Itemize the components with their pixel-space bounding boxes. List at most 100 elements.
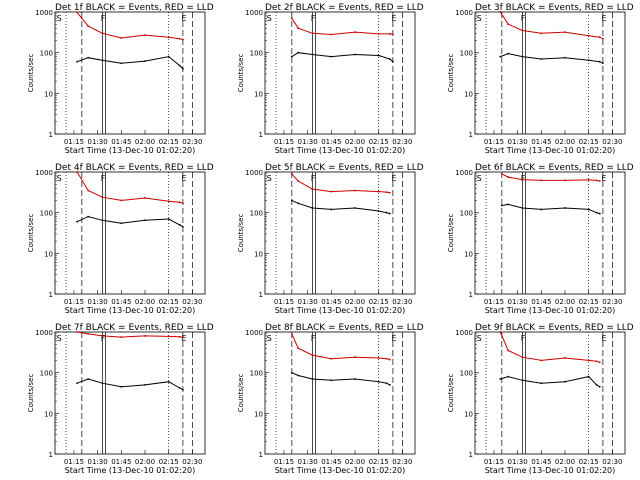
series-events-point <box>297 51 300 54</box>
chart-panel-4: Det 4f BLACK = Events, RED = LLD 1 10 100 10… <box>27 163 214 315</box>
series-lld-point <box>507 349 510 352</box>
series-events-point <box>499 55 502 58</box>
x-axis-label: Start Time (13-Dec-10 01:02:20) <box>485 306 616 315</box>
series-events-point <box>521 379 524 382</box>
y-tick-label: 1000 <box>245 169 263 177</box>
series-lld-point <box>500 172 503 175</box>
x-tick-label: 02:30 <box>392 298 412 306</box>
y-axis-label: Counts/sec <box>237 374 245 413</box>
series-events-point <box>595 211 598 214</box>
series-lld-point <box>311 354 314 357</box>
series-events-line <box>500 53 604 64</box>
series-lld-point <box>144 197 146 199</box>
series-lld-line <box>76 171 184 204</box>
series-lld-point <box>178 37 181 40</box>
series-lld-point <box>521 178 524 181</box>
x-tick-label: 01:30 <box>298 458 318 466</box>
y-tick-label: 1 <box>469 451 473 459</box>
y-tick-label: 10 <box>44 250 53 258</box>
x-tick-label: 02:00 <box>345 298 365 306</box>
chart-title: Det 2f BLACK = Events, RED = LLD <box>265 3 424 13</box>
x-tick-label: 01:15 <box>64 138 84 146</box>
series-lld-point <box>87 189 90 192</box>
series-lld-point <box>587 178 590 181</box>
series-events-point <box>167 218 170 220</box>
series-lld-line <box>499 11 604 40</box>
series-lld-point <box>167 36 170 39</box>
series-events-point <box>144 219 146 222</box>
chart-panel-1: Det 1f BLACK = Events, RED = LLD 1 10 100 10… <box>27 3 214 155</box>
y-tick-label: 100 <box>40 370 53 378</box>
series-lld-point <box>385 191 388 194</box>
series-lld-point <box>507 23 510 26</box>
marker-S: S <box>57 174 62 183</box>
x-tick-label: 02:00 <box>345 458 365 466</box>
series-events-point <box>290 55 293 58</box>
marker-F: F <box>521 334 526 343</box>
series-events-point <box>330 379 333 382</box>
y-tick-label: 1 <box>259 451 263 459</box>
series-events-point <box>178 387 181 389</box>
x-axis-label: Start Time (13-Dec-10 01:02:20) <box>65 146 196 155</box>
y-axis-label: Counts/sec <box>237 214 245 253</box>
marker-F: F <box>521 174 526 183</box>
series-lld-point <box>598 180 601 182</box>
x-tick-label: 01:30 <box>508 298 528 306</box>
series-lld-point <box>521 356 524 359</box>
series-lld-point <box>388 358 391 361</box>
series-events-point <box>330 55 333 58</box>
series-events-point <box>311 207 314 209</box>
y-tick-label: 1000 <box>455 329 473 337</box>
x-tick-label: 02:30 <box>602 458 622 466</box>
series-events-line <box>291 199 390 215</box>
y-axis-label: Counts/sec <box>447 214 455 253</box>
series-events-point <box>385 382 388 385</box>
series-lld-point <box>181 202 184 205</box>
series-lld-point <box>385 357 388 360</box>
series-events-point <box>87 56 90 59</box>
x-tick-label: 01:15 <box>484 138 504 146</box>
series-events-point <box>178 64 181 67</box>
y-tick-label: 100 <box>250 50 263 58</box>
y-tick-label: 100 <box>40 210 53 218</box>
x-tick-label: 01:15 <box>274 138 294 146</box>
series-lld-point <box>499 11 502 13</box>
marker-F: F <box>101 174 106 183</box>
x-tick-label: 02:30 <box>392 138 412 146</box>
x-tick-label: 02:30 <box>602 138 622 146</box>
series-lld-point <box>598 361 601 364</box>
series-events-point <box>564 56 566 59</box>
marker-F: F <box>101 14 106 23</box>
plot-frame <box>264 171 416 295</box>
plot-frame <box>54 11 206 135</box>
series-events-point <box>120 385 123 388</box>
y-tick-label: 10 <box>464 90 473 98</box>
series-events-point <box>595 384 598 386</box>
series-events-point <box>178 224 181 226</box>
series-lld-point <box>178 201 181 204</box>
x-tick-label: 02:30 <box>392 458 412 466</box>
y-tick-label: 1000 <box>245 9 263 17</box>
marker-E: E <box>181 14 186 23</box>
series-lld-line <box>76 12 184 41</box>
chart-title: Det 1f BLACK = Events, RED = LLD <box>55 3 214 13</box>
y-tick-label: 1000 <box>455 9 473 17</box>
series-events-point <box>587 208 590 211</box>
series-events-point <box>101 59 104 62</box>
plot-frame <box>474 331 626 455</box>
x-tick-label: 01:45 <box>321 298 341 306</box>
x-tick-label: 02:30 <box>182 458 202 466</box>
series-events-line <box>501 203 600 215</box>
series-lld-point <box>297 347 300 350</box>
marker-F: F <box>101 334 106 343</box>
x-tick-label: 02:15 <box>159 298 179 306</box>
series-events-point <box>499 378 502 380</box>
y-tick-label: 10 <box>464 250 473 258</box>
series-lld-point <box>354 31 356 34</box>
x-tick-label: 01:45 <box>531 298 551 306</box>
plot-frame <box>264 11 416 135</box>
series-lld-point <box>181 336 184 338</box>
series-lld-point <box>388 191 391 194</box>
series-events-line <box>291 372 390 386</box>
